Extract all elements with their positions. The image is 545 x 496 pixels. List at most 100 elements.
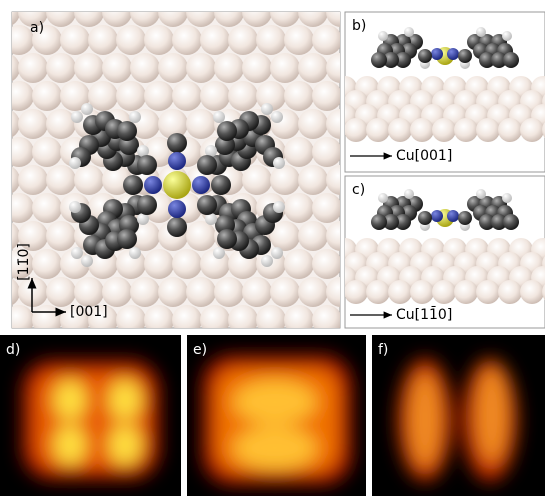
copper-atom	[498, 118, 522, 142]
copper-atom	[186, 221, 216, 251]
direction-label: Cu[11̄0]	[396, 305, 452, 323]
copper-atom	[4, 193, 34, 223]
copper-atom	[344, 118, 368, 142]
copper-atom	[102, 53, 132, 83]
copper-atom	[388, 280, 412, 304]
direction-label: Cu[001]	[396, 148, 452, 164]
copper-atom	[130, 277, 160, 307]
axis-label: [001]	[70, 304, 108, 320]
hydrogen-atom	[502, 31, 512, 41]
carbon-atom	[167, 133, 187, 153]
copper-atom	[102, 277, 132, 307]
copper-atom	[270, 53, 300, 83]
copper-atom	[130, 53, 160, 83]
copper-atom	[46, 277, 76, 307]
nitrogen-atom	[144, 176, 162, 194]
copper-atom	[32, 137, 62, 167]
copper-atom	[4, 137, 34, 167]
hydrogen-atom	[81, 255, 93, 267]
copper-atom	[284, 25, 314, 55]
panel-label: f)	[378, 342, 388, 358]
nitrogen-atom	[431, 210, 443, 222]
hydrogen-atom	[69, 157, 81, 169]
copper-atom	[32, 193, 62, 223]
copper-atom	[4, 81, 34, 111]
carbon-atom	[167, 217, 187, 237]
hydrogen-atom	[271, 247, 283, 259]
copper-atom	[172, 249, 202, 279]
copper-atom	[256, 25, 286, 55]
copper-atom	[186, 53, 216, 83]
stm-d	[22, 360, 160, 480]
copper-atom	[312, 137, 342, 167]
carbon-atom	[197, 195, 217, 215]
copper-atom	[312, 25, 342, 55]
carbon-atom	[418, 49, 432, 63]
copper-atom	[520, 118, 544, 142]
copper-atom	[270, 277, 300, 307]
carbon-atom	[371, 52, 387, 68]
nitrogen-atom	[168, 152, 186, 170]
copper-atom	[228, 81, 258, 111]
carbon-atom	[371, 214, 387, 230]
copper-atom	[46, 53, 76, 83]
copper-atom	[366, 118, 390, 142]
copper-atom	[410, 118, 434, 142]
nitrogen-atom	[447, 210, 459, 222]
copper-atom	[284, 305, 314, 335]
copper-atom	[454, 118, 478, 142]
hydrogen-atom	[502, 193, 512, 203]
copper-atom	[32, 249, 62, 279]
hydrogen-atom	[213, 111, 225, 123]
copper-atom	[116, 81, 146, 111]
copper-atom	[186, 109, 216, 139]
copper-atom	[18, 109, 48, 139]
nitrogen-atom	[447, 48, 459, 60]
copper-atom	[520, 280, 544, 304]
copper-atom	[344, 280, 368, 304]
copper-atom	[366, 280, 390, 304]
hydrogen-atom	[271, 111, 283, 123]
carbon-atom	[137, 195, 157, 215]
copper-atom	[410, 280, 434, 304]
copper-atom	[116, 305, 146, 335]
copper-atom	[144, 81, 174, 111]
copper-atom	[144, 25, 174, 55]
copper-atom	[298, 53, 328, 83]
copper-atom	[32, 305, 62, 335]
copper-atom	[4, 305, 34, 335]
hydrogen-atom	[476, 189, 486, 199]
copper-atom	[158, 277, 188, 307]
copper-atom	[186, 277, 216, 307]
copper-atom	[18, 53, 48, 83]
copper-atom	[454, 280, 478, 304]
copper-atom	[88, 81, 118, 111]
hydrogen-atom	[129, 247, 141, 259]
copper-atom	[298, 221, 328, 251]
hydrogen-atom	[378, 31, 388, 41]
copper-atom	[312, 305, 342, 335]
carbon-atom	[503, 214, 519, 230]
copper-atom	[256, 305, 286, 335]
hydrogen-atom	[273, 201, 285, 213]
copper-atom	[476, 280, 500, 304]
copper-atom	[242, 53, 272, 83]
copper-atom	[144, 305, 174, 335]
panel-label: c)	[352, 182, 365, 198]
copper-atom	[284, 137, 314, 167]
copper-atom	[432, 280, 456, 304]
copper-atom	[432, 118, 456, 142]
carbon-atom	[117, 121, 137, 141]
copper-atom	[228, 305, 258, 335]
copper-atom	[312, 249, 342, 279]
hydrogen-atom	[404, 189, 414, 199]
copper-atom	[200, 25, 230, 55]
copper-atom	[312, 81, 342, 111]
carbon-atom	[458, 49, 472, 63]
copper-atom	[284, 249, 314, 279]
nitrogen-atom	[168, 200, 186, 218]
copper-atom	[284, 81, 314, 111]
copper-atom	[32, 81, 62, 111]
panel-label: a)	[30, 20, 44, 36]
copper-atom	[46, 165, 76, 195]
